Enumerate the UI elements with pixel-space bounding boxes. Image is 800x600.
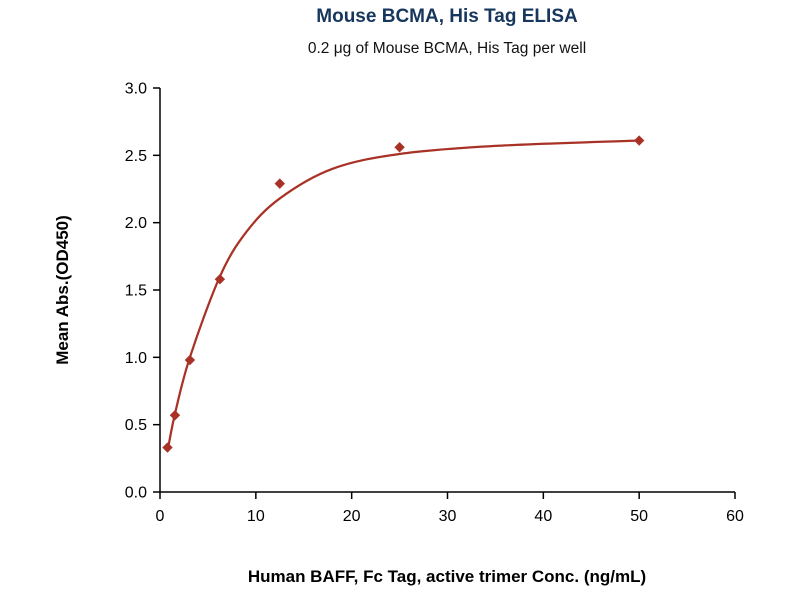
y-tick-label: 3.0 xyxy=(125,81,147,98)
x-tick-label: 40 xyxy=(534,508,552,525)
y-axis-label: Mean Abs.(OD450) xyxy=(53,215,72,365)
data-point xyxy=(184,354,196,366)
x-tick-label: 30 xyxy=(439,508,457,525)
data-point xyxy=(274,178,285,189)
y-tick-label: 1.0 xyxy=(125,350,147,367)
x-tick-label: 0 xyxy=(156,508,165,525)
x-tick-label: 50 xyxy=(630,508,648,525)
data-point xyxy=(394,142,405,153)
y-tick-label: 2.5 xyxy=(125,148,147,165)
data-series xyxy=(162,135,645,453)
data-point xyxy=(633,135,645,146)
data-point xyxy=(162,442,173,453)
y-tick-label: 2.0 xyxy=(125,215,147,232)
chart-subtitle: 0.2 μg of Mouse BCMA, His Tag per well xyxy=(308,40,586,57)
fit-curve xyxy=(166,139,640,452)
data-point xyxy=(214,274,226,285)
data-point xyxy=(169,410,181,421)
y-tick-label: 0.5 xyxy=(125,417,147,434)
x-tick-label: 10 xyxy=(247,508,265,525)
x-tick-label: 20 xyxy=(343,508,361,525)
x-axis-label: Human BAFF, Fc Tag, active trimer Conc. … xyxy=(248,567,646,586)
x-tick-label: 60 xyxy=(726,508,744,525)
chart-title: Mouse BCMA, His Tag ELISA xyxy=(316,6,578,27)
y-tick-label: 0.0 xyxy=(125,485,147,502)
y-tick-label: 1.5 xyxy=(125,283,147,300)
axes: 0 10 20 30 40 50 60 0.0 0.5 1.0 1.5 2.0 2.5 3.0 xyxy=(125,81,744,526)
